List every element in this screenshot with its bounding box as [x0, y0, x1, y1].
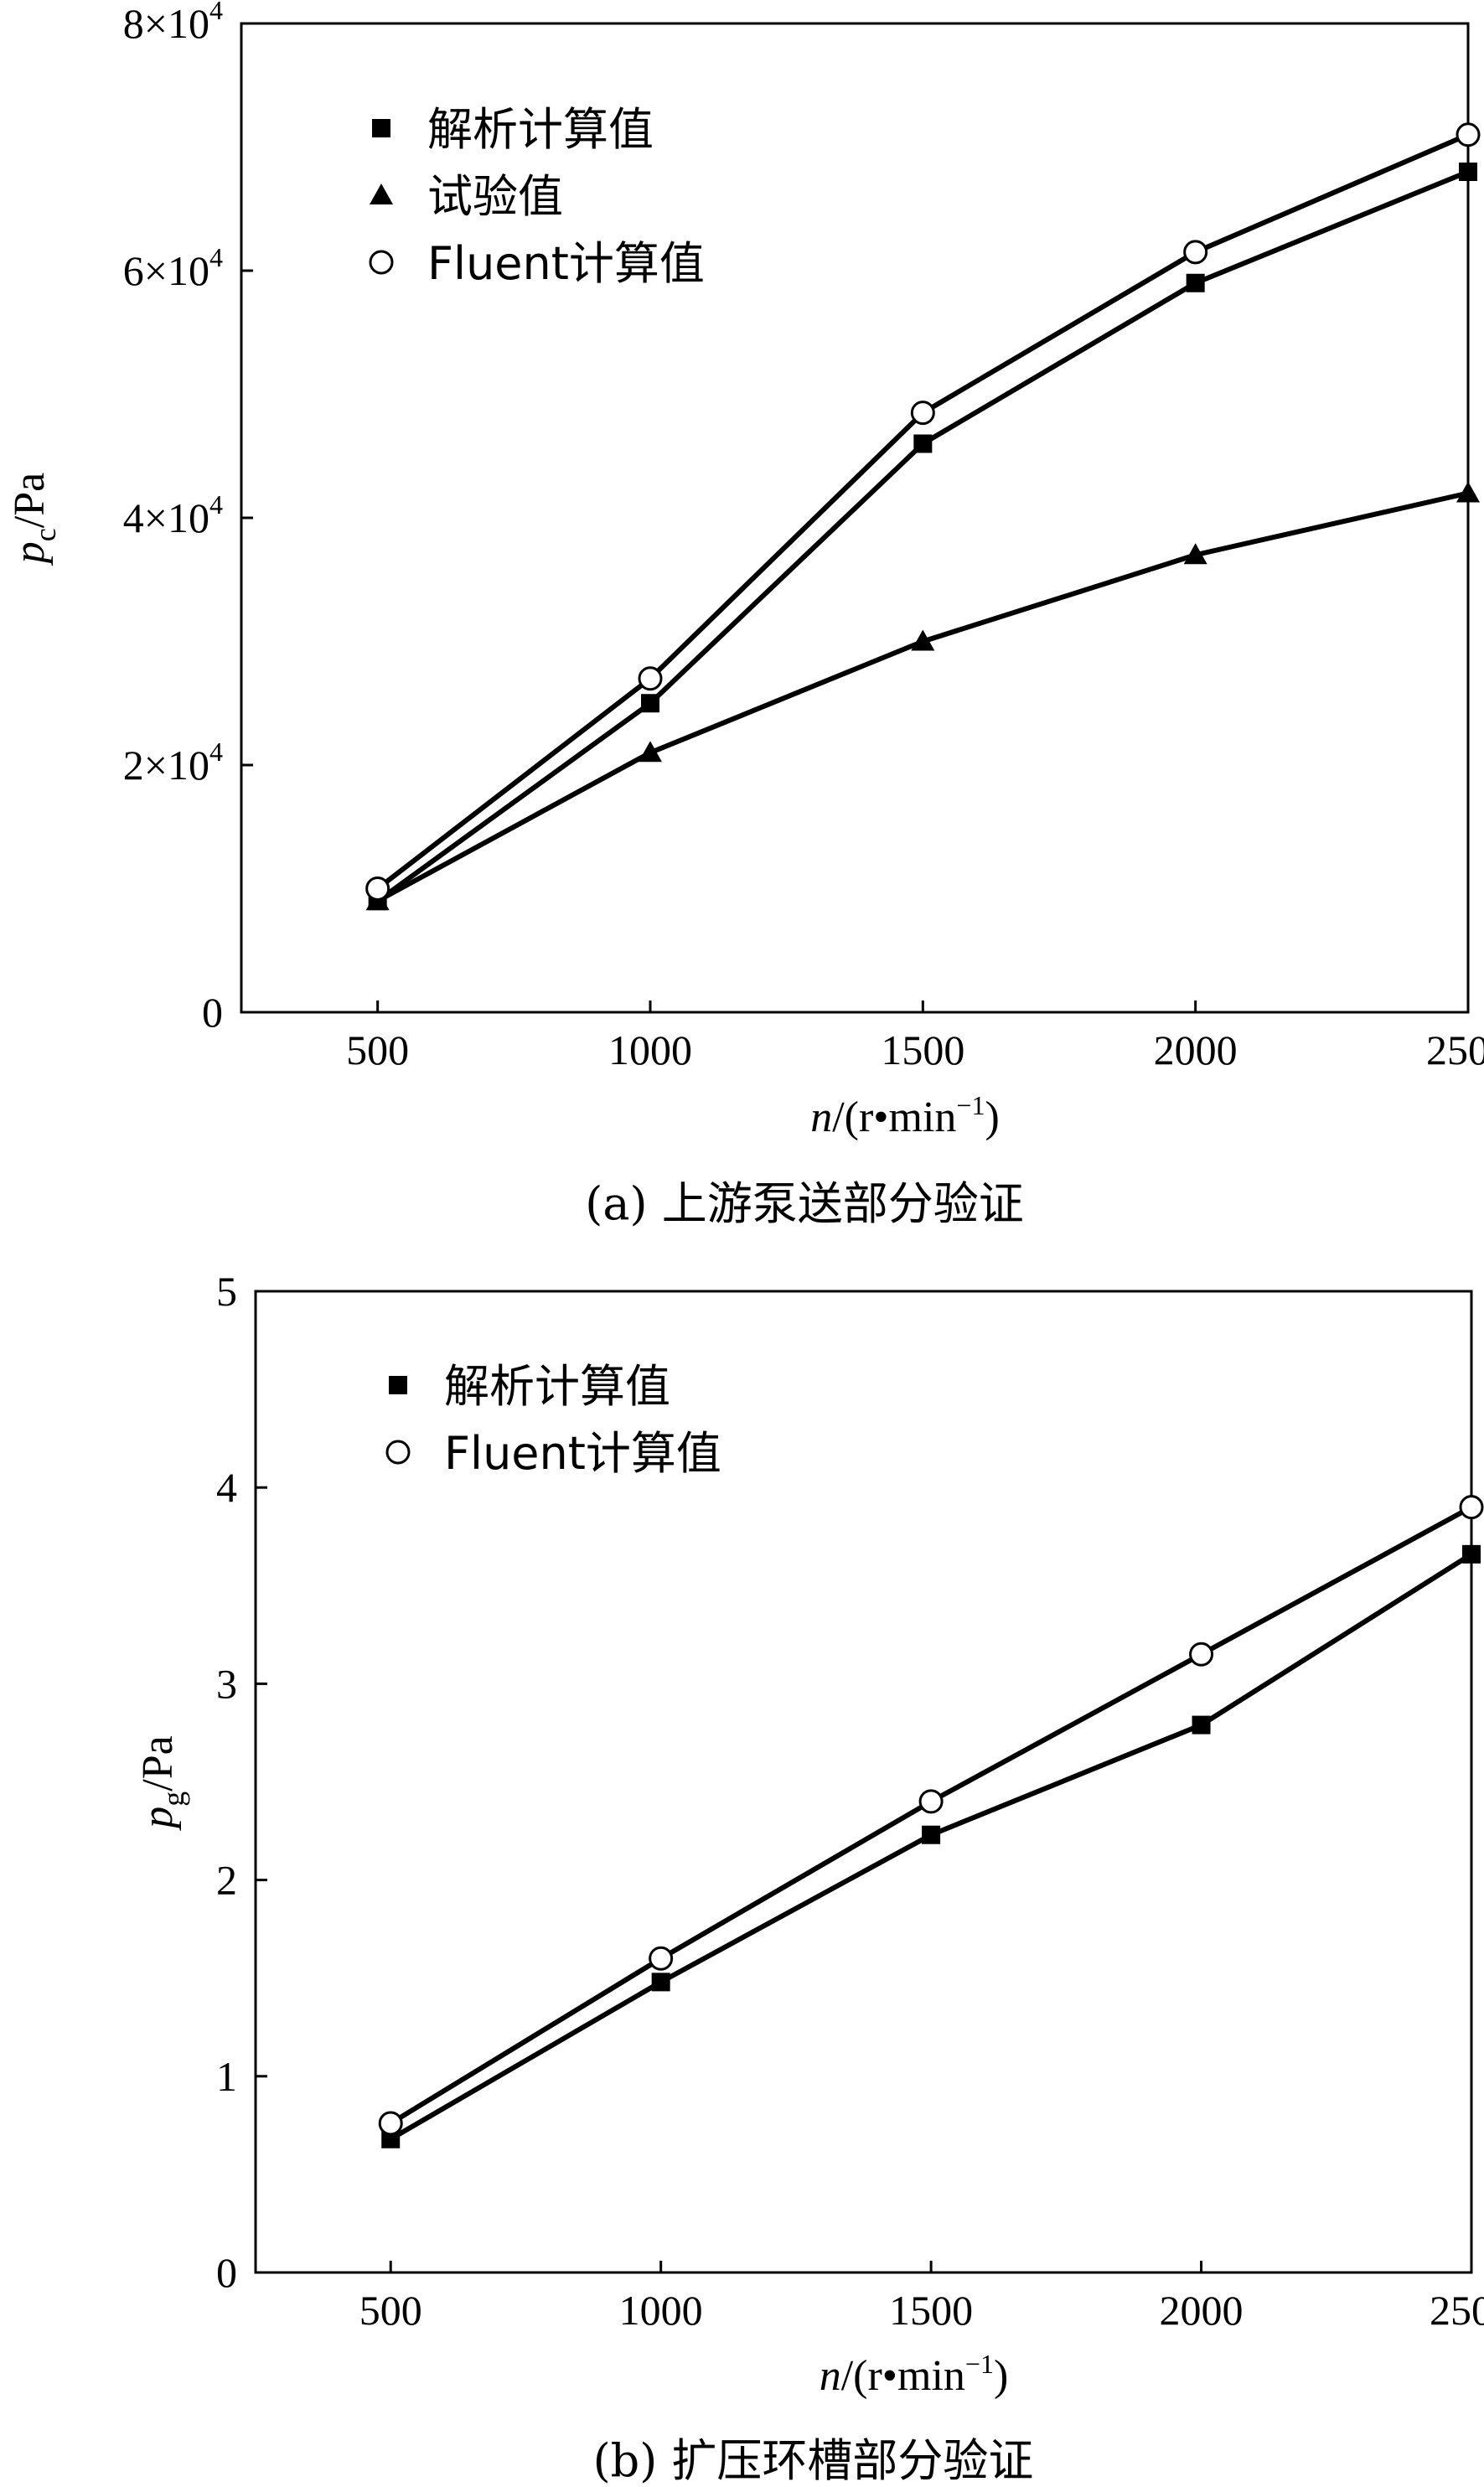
- y-tick-label: 6×104: [123, 242, 223, 294]
- y-tick-label: 5: [216, 1268, 237, 1315]
- data-point-circle: [918, 1789, 944, 1814]
- legend-label: Fluent计算值: [427, 237, 705, 290]
- data-point-triangle: [911, 629, 935, 651]
- data-point-square: [641, 694, 659, 713]
- legend: 解析计算值 Fluent计算值: [385, 1360, 721, 1480]
- y-tick-label: 8×104: [123, 0, 223, 47]
- chart-panel-b: 0 1 2 3 4 5 500 1000 1500 2000 2500 n/(r•min−1) pg/P…: [134, 1268, 1484, 2487]
- data-point-square: [651, 1973, 670, 1992]
- data-point-square: [913, 434, 933, 453]
- y-tick-label: 2: [216, 1857, 237, 1904]
- figure-caption: (a) 上游泵送部分验证: [585, 1177, 1024, 1230]
- data-point-square: [1192, 1715, 1211, 1735]
- y-tick-label: 4×104: [123, 489, 223, 541]
- data-point-circle: [649, 1946, 674, 1971]
- x-tick-label: 2500: [1426, 1026, 1484, 1073]
- legend-label: 试验值: [427, 170, 563, 223]
- x-axis-label: n/(r•min−1): [820, 2349, 1009, 2400]
- x-axis-label: n/(r•min−1): [810, 1090, 1000, 1141]
- x-tick-label: 2000: [1154, 1026, 1238, 1073]
- data-point-square: [1459, 163, 1477, 181]
- legend-label: 解析计算值: [444, 1360, 670, 1413]
- y-tick-label: 3: [216, 1660, 237, 1707]
- legend-marker-triangle: [370, 184, 393, 204]
- data-point-square: [1462, 1544, 1481, 1564]
- y-tick-label: 1: [216, 2053, 237, 2100]
- data-point-circle: [910, 401, 935, 426]
- series-a-triangle: [365, 481, 1480, 911]
- x-tick-label: 2000: [1160, 2287, 1244, 2334]
- series-line: [376, 490, 1469, 903]
- x-tick-label: 500: [359, 2287, 422, 2334]
- chart-panel-a: 0 2×104 4×104 6×104 8×104 500 1000 1500 2000 2500…: [6, 0, 1484, 1230]
- legend-marker-square: [372, 119, 390, 137]
- y-tick-label: 0: [202, 989, 223, 1036]
- data-point-circle: [1189, 1642, 1214, 1667]
- x-tick-label: 500: [346, 1026, 409, 1073]
- plot-frame: [254, 1290, 1473, 2274]
- series-a-circle: [365, 122, 1481, 901]
- data-point-triangle: [639, 741, 662, 763]
- y-tick-label: 2×104: [123, 737, 223, 788]
- y-tick-label: 0: [216, 2249, 237, 2296]
- legend-marker-circle: [369, 250, 394, 275]
- x-tick-label: 1500: [889, 2287, 973, 2334]
- data-point-triangle: [1183, 543, 1207, 565]
- y-tick-label: 4: [216, 1464, 237, 1511]
- figure-caption: (b) 扩压环槽部分验证: [593, 2434, 1034, 2487]
- x-tick-label: 2500: [1430, 2287, 1484, 2334]
- series-line: [389, 1552, 1473, 2142]
- data-point-square: [922, 1825, 941, 1844]
- legend-label: Fluent计算值: [444, 1427, 721, 1480]
- x-tick-label: 1500: [881, 1026, 964, 1073]
- data-point-square: [1186, 273, 1205, 292]
- legend-label: 解析计算值: [427, 103, 654, 156]
- data-point-circle: [378, 2111, 403, 2136]
- data-point-triangle: [1456, 481, 1480, 503]
- series-b-square: [381, 1544, 1481, 2148]
- legend-marker-circle: [385, 1440, 411, 1465]
- series-line: [389, 1504, 1473, 2126]
- series-b-circle: [378, 1495, 1484, 2136]
- data-point-circle: [1456, 122, 1481, 147]
- data-point-circle: [365, 876, 390, 901]
- data-point-circle: [1183, 240, 1208, 265]
- x-tick-label: 1000: [608, 1026, 692, 1073]
- y-axis-label: pg/Pa: [134, 1735, 190, 1831]
- x-tick-label: 1000: [619, 2287, 703, 2334]
- legend-marker-square: [389, 1376, 407, 1394]
- data-point-circle: [638, 666, 663, 691]
- y-axis-label: pc/Pa: [6, 473, 62, 566]
- data-point-circle: [1459, 1495, 1484, 1520]
